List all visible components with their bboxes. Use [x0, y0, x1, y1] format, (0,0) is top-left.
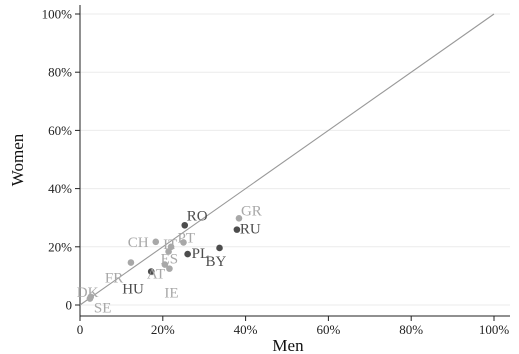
point-label-se: SE	[94, 301, 112, 317]
reference-line	[79, 13, 495, 306]
data-points	[86, 214, 243, 302]
point-label-ie: IE	[164, 286, 178, 302]
point-gr	[235, 214, 243, 222]
point-label-es: ES	[161, 251, 179, 267]
point-at	[161, 261, 169, 268]
point-label-ro: RO	[187, 208, 208, 224]
point-es	[165, 248, 172, 255]
x-tick-label: 40%	[234, 322, 258, 337]
point-label-by: BY	[206, 254, 227, 270]
point-ch	[152, 238, 160, 246]
y-axis-title: Women	[8, 133, 27, 186]
point-by	[216, 244, 223, 252]
point-label-gr: GR	[241, 203, 262, 219]
axes: 0 20% 40% 60% 80% 100% 0 20% 40% 60% 80% 100%	[42, 5, 510, 337]
point-label-hu: HU	[122, 282, 144, 298]
y-tick-label: 80%	[48, 65, 72, 80]
x-tick-label: 80%	[399, 322, 423, 337]
point-ie	[166, 265, 173, 272]
point-label-at: AT	[147, 267, 165, 283]
x-tick-label: 60%	[316, 322, 340, 337]
y-tick-label: 40%	[48, 181, 72, 196]
point-label-fr: FR	[105, 271, 123, 287]
point-fr	[127, 259, 135, 266]
point-pt	[180, 239, 187, 246]
point-label-it: IT	[163, 237, 177, 253]
x-tick-label: 20%	[151, 322, 175, 337]
x-tick-label: 0	[77, 322, 84, 337]
point-label-dk: DK	[77, 285, 99, 301]
point-se	[86, 295, 94, 302]
point-pl	[184, 250, 191, 258]
x-axis-title: Men	[272, 336, 304, 354]
reference-line-layer	[79, 13, 495, 306]
gridlines	[80, 13, 510, 306]
point-ru	[233, 226, 241, 233]
y-tick-label: 60%	[48, 123, 72, 138]
point-ro	[181, 221, 189, 229]
point-label-pt: PT	[178, 230, 196, 246]
y-tick-label: 20%	[48, 239, 72, 254]
point-label-ru: RU	[240, 222, 261, 238]
point-label-pl: PL	[192, 246, 210, 262]
x-tick-label: 100%	[479, 322, 510, 337]
y-tick-label: 0	[66, 298, 73, 313]
y-tick-label: 100%	[42, 7, 73, 22]
point-label-ch: CH	[128, 235, 149, 251]
point-hu	[147, 268, 155, 275]
